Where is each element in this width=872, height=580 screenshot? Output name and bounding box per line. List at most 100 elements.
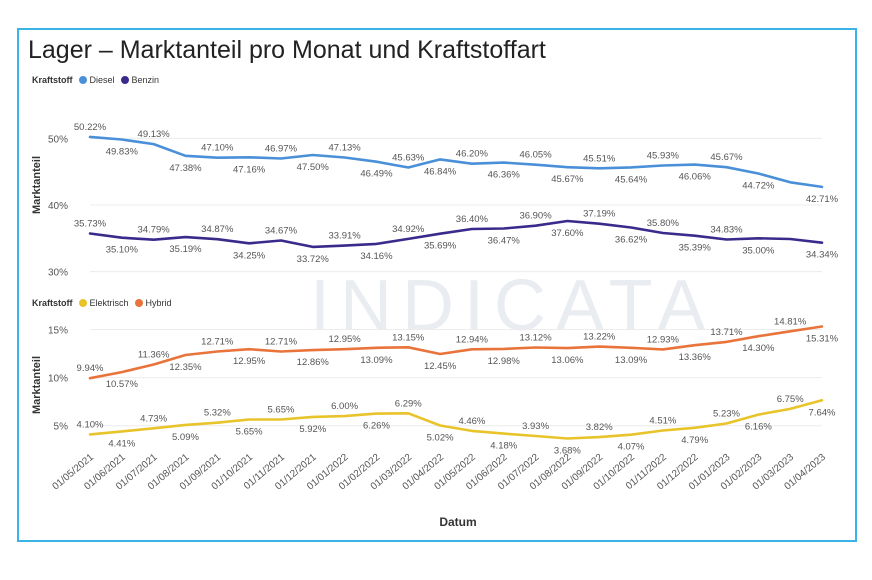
data-label-hybrid: 12.95%: [233, 356, 266, 367]
data-label-diesel: 49.13%: [138, 129, 171, 140]
data-label-elektrisch: 3.68%: [554, 445, 581, 456]
data-label-diesel: 49.83%: [106, 146, 139, 157]
legend-label: Hybrid: [145, 298, 172, 308]
data-label-elektrisch: 6.26%: [363, 421, 390, 432]
legend-dot: [78, 76, 87, 84]
series-line-hybrid: [88, 325, 824, 380]
data-label-hybrid: 13.06%: [551, 355, 584, 366]
y-axis-title: Marktanteil: [31, 156, 43, 214]
data-label-diesel: 46.49%: [360, 169, 393, 180]
data-label-benzin: 34.25%: [233, 250, 266, 261]
data-label-benzin: 35.19%: [169, 244, 202, 255]
data-label-diesel: 46.05%: [519, 150, 552, 161]
legend-label: Diesel: [89, 75, 115, 85]
data-label-benzin: 36.90%: [519, 211, 552, 222]
data-label-hybrid: 12.94%: [456, 334, 489, 345]
y-tick-label: 15%: [48, 325, 68, 336]
data-label-diesel: 47.38%: [169, 163, 202, 174]
legend-item-hybrid[interactable]: Hybrid: [134, 298, 172, 308]
data-label-hybrid: 13.12%: [519, 333, 552, 344]
y-tick-label: 10%: [48, 374, 68, 385]
legend-label: Elektrisch: [89, 298, 129, 308]
y-tick-label: 5%: [54, 422, 69, 433]
data-label-hybrid: 13.09%: [360, 355, 393, 366]
data-label-benzin: 34.79%: [138, 225, 171, 236]
data-label-benzin: 37.60%: [551, 228, 584, 239]
data-label-diesel: 46.06%: [679, 172, 712, 183]
data-label-hybrid: 13.15%: [392, 332, 425, 343]
legend-label: Benzin: [131, 75, 160, 85]
data-label-elektrisch: 4.10%: [77, 419, 104, 430]
data-label-diesel: 50.22%: [74, 122, 107, 133]
legend-dot: [78, 299, 87, 307]
data-label-hybrid: 12.71%: [201, 336, 234, 347]
data-label-hybrid: 12.93%: [647, 334, 680, 345]
legend-item-elektrisch[interactable]: Elektrisch: [78, 298, 129, 308]
data-label-diesel: 47.16%: [233, 164, 266, 175]
data-label-elektrisch: 4.51%: [649, 415, 676, 426]
data-label-diesel: 45.63%: [392, 152, 425, 163]
data-label-benzin: 33.91%: [328, 231, 361, 242]
y-tick-label: 40%: [48, 201, 68, 212]
y-axis-title: Marktanteil: [31, 356, 43, 414]
legend-dot: [134, 299, 143, 307]
data-label-diesel: 45.93%: [647, 150, 680, 161]
data-label-diesel: 45.67%: [710, 152, 743, 163]
legend-title: Kraftstoff: [32, 298, 73, 308]
data-label-elektrisch: 4.18%: [490, 441, 517, 452]
data-label-elektrisch: 4.73%: [140, 413, 167, 424]
data-label-elektrisch: 5.23%: [713, 409, 740, 420]
series-line-elektrisch: [88, 398, 824, 440]
data-label-elektrisch: 5.32%: [204, 408, 231, 419]
data-label-hybrid: 14.30%: [742, 343, 775, 354]
chart-frame: [17, 28, 857, 542]
data-label-elektrisch: 4.41%: [108, 438, 135, 449]
data-label-hybrid: 12.95%: [328, 334, 361, 345]
data-label-benzin: 34.67%: [265, 226, 298, 237]
data-label-benzin: 34.87%: [201, 224, 234, 235]
legend-top: Kraftstoff Diesel Benzin: [32, 75, 159, 85]
data-label-elektrisch: 5.65%: [267, 404, 294, 415]
legend-item-diesel[interactable]: Diesel: [78, 75, 115, 85]
data-label-benzin: 35.10%: [106, 245, 139, 256]
data-label-elektrisch: 5.02%: [427, 433, 454, 444]
data-label-diesel: 46.97%: [265, 144, 298, 155]
data-label-hybrid: 15.31%: [806, 333, 839, 344]
data-label-elektrisch: 4.79%: [681, 435, 708, 446]
data-label-elektrisch: 6.75%: [777, 394, 804, 405]
legend-dot: [120, 76, 129, 84]
data-label-elektrisch: 5.65%: [236, 426, 263, 437]
data-label-elektrisch: 4.07%: [618, 442, 645, 453]
data-label-hybrid: 12.35%: [169, 362, 202, 373]
data-label-benzin: 36.62%: [615, 235, 648, 246]
data-label-benzin: 35.39%: [679, 243, 712, 254]
data-label-benzin: 35.80%: [647, 218, 680, 229]
data-label-elektrisch: 7.64%: [809, 407, 836, 418]
data-label-diesel: 45.51%: [583, 153, 616, 164]
data-label-hybrid: 10.57%: [106, 379, 139, 390]
data-label-diesel: 46.36%: [488, 170, 521, 181]
data-label-diesel: 47.50%: [297, 162, 330, 173]
y-tick-label: 50%: [48, 134, 68, 145]
y-tick-label: 30%: [48, 268, 68, 279]
data-label-benzin: 34.92%: [392, 224, 425, 235]
data-label-diesel: 45.67%: [551, 174, 584, 185]
legend-item-benzin[interactable]: Benzin: [120, 75, 160, 85]
data-label-elektrisch: 6.00%: [331, 401, 358, 412]
data-label-benzin: 34.83%: [710, 224, 743, 235]
data-label-diesel: 47.13%: [328, 142, 361, 153]
data-label-elektrisch: 5.09%: [172, 432, 199, 443]
data-label-diesel: 46.84%: [424, 166, 457, 177]
legend-title: Kraftstoff: [32, 75, 73, 85]
data-label-hybrid: 11.36%: [138, 349, 170, 360]
data-label-benzin: 35.73%: [74, 218, 107, 229]
series-line-benzin: [88, 219, 824, 249]
data-label-hybrid: 13.36%: [679, 352, 712, 363]
data-label-elektrisch: 4.46%: [458, 416, 485, 427]
data-label-hybrid: 13.22%: [583, 332, 616, 343]
data-label-diesel: 46.20%: [456, 149, 489, 160]
data-label-benzin: 36.47%: [488, 236, 521, 247]
data-label-benzin: 37.19%: [583, 209, 616, 220]
data-label-benzin: 34.16%: [360, 251, 393, 262]
